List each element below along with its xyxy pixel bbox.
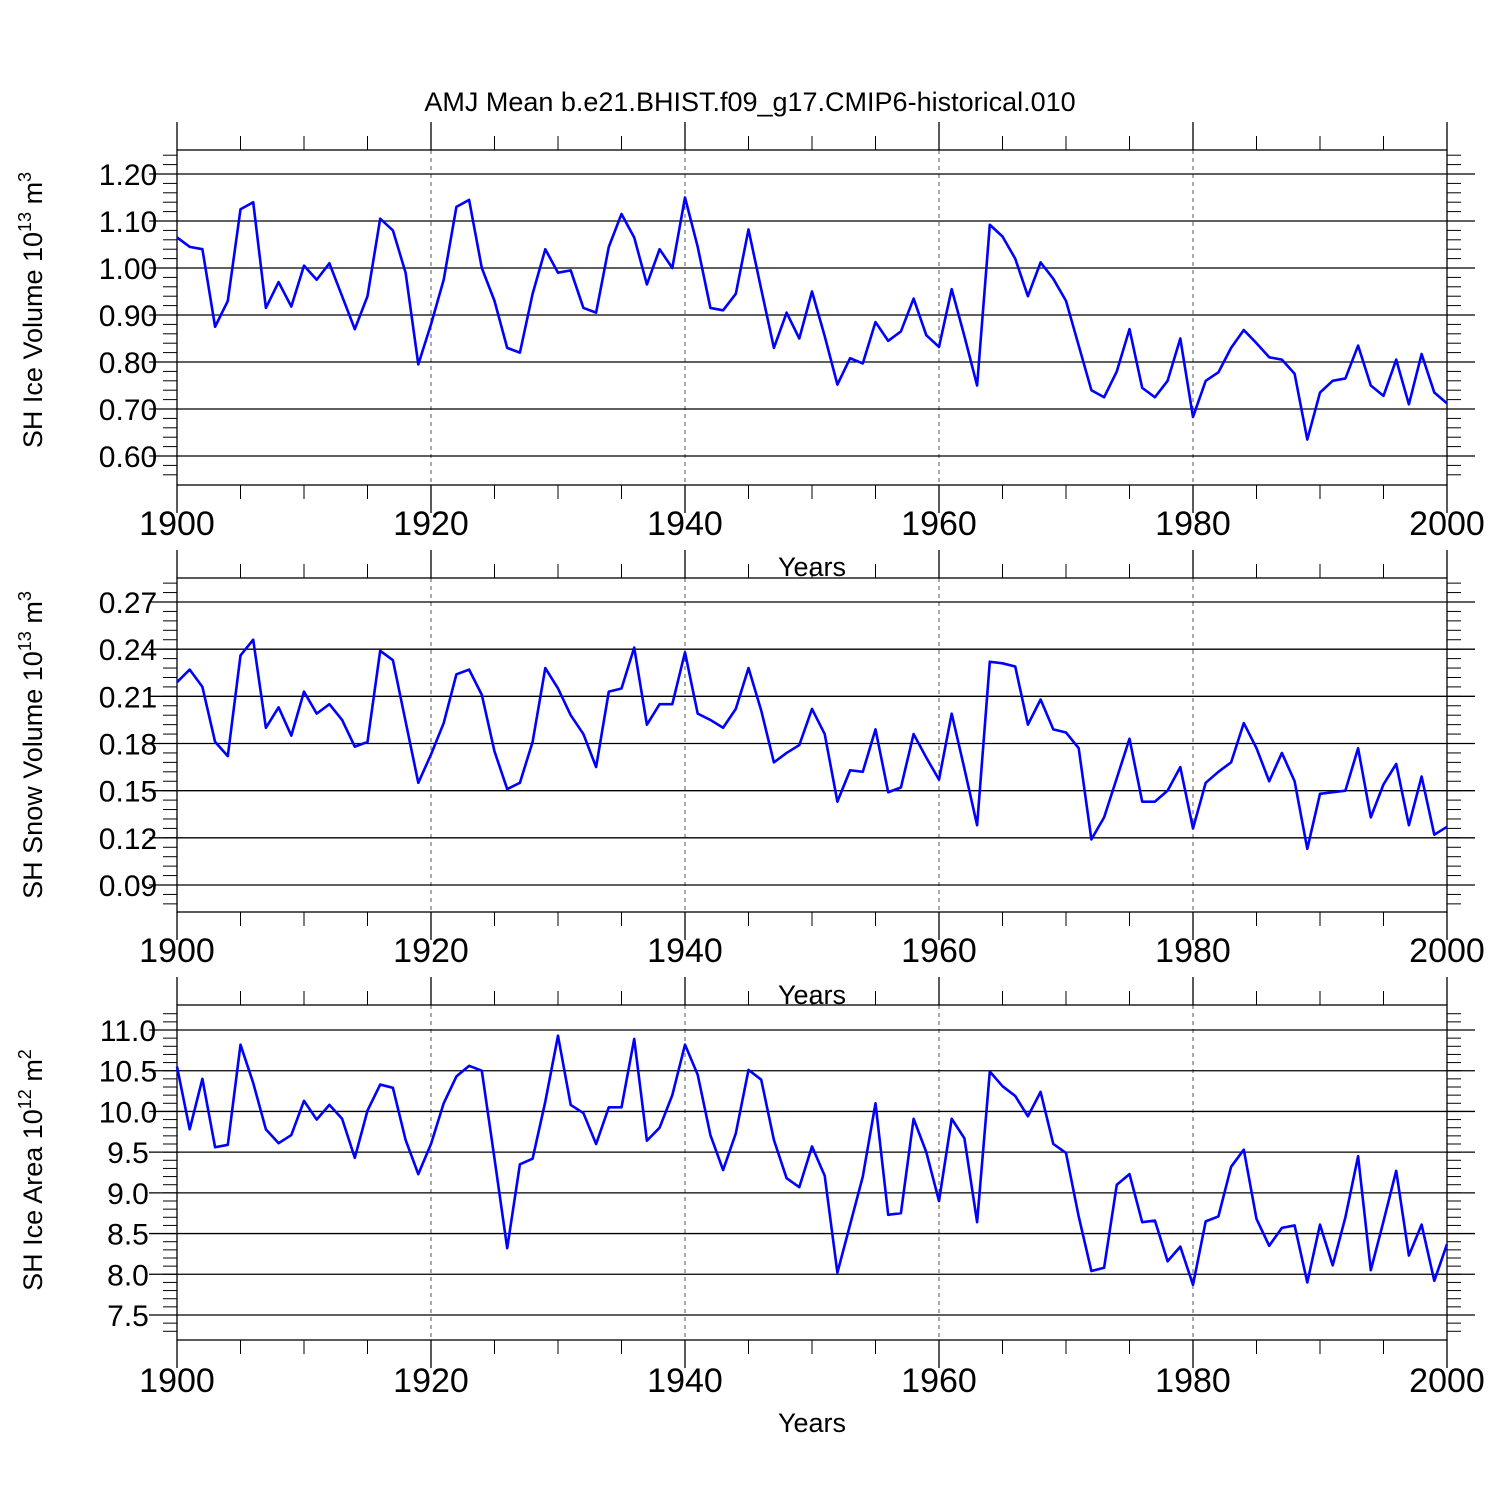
x-tick-label: 1900 xyxy=(139,505,215,543)
panel-1: 0.60 0.70 0.80 0.90 1.00 1.10 1.20 1900 1920 1940… xyxy=(15,122,1485,582)
x-tick-label: 1900 xyxy=(139,932,215,970)
y-tick-label: 10.5 xyxy=(99,1056,157,1089)
y-tick-label: 8.5 xyxy=(107,1219,149,1252)
y-tick-label: 0.18 xyxy=(99,729,157,762)
y-axis-label-text: SH Ice Volume 10 xyxy=(18,232,48,448)
x-tick-label: 1940 xyxy=(647,505,723,543)
x-tick-label: 1960 xyxy=(901,1362,977,1400)
y-axis-label-unit-exponent: 2 xyxy=(15,1049,35,1059)
x-tick-label: 1980 xyxy=(1155,932,1231,970)
y-axis-label: SH Ice Area 1012 m2 xyxy=(15,1049,48,1291)
y-tick-label: 0.70 xyxy=(99,394,157,427)
panel-3: 7.5 8.0 8.5 9.0 9.5 10.0 10.5 11.0 1900 1920 1940 1… xyxy=(15,977,1485,1438)
y-axis-label-exponent: 13 xyxy=(15,212,35,232)
y-tick-label: 9.0 xyxy=(107,1178,149,1211)
y-tick-label: 0.15 xyxy=(99,776,157,809)
y-axis-label-text: SH Ice Area 10 xyxy=(18,1109,48,1291)
x-tick-label: 1920 xyxy=(393,932,469,970)
y-axis-label-exponent: 13 xyxy=(15,631,35,651)
x-tick-label: 1940 xyxy=(647,932,723,970)
x-tick-label: 1940 xyxy=(647,1362,723,1400)
x-tick-label: 1980 xyxy=(1155,1362,1231,1400)
x-tick-label: 1960 xyxy=(901,932,977,970)
y-tick-label: 9.5 xyxy=(107,1137,149,1170)
y-axis-label: SH Ice Volume 1013 m3 xyxy=(15,172,48,448)
x-tick-label: 2000 xyxy=(1409,505,1485,543)
figure-title: AMJ Mean b.e21.BHIST.f09_g17.CMIP6-histo… xyxy=(424,87,1075,117)
y-axis-label-unit-exponent: 3 xyxy=(15,591,35,601)
x-tick-label: 2000 xyxy=(1409,932,1485,970)
series-line xyxy=(176,638,1448,851)
y-tick-label: 0.60 xyxy=(99,441,157,474)
y-axis-label-exponent: 12 xyxy=(15,1089,35,1109)
y-tick-label: 8.0 xyxy=(107,1259,149,1292)
y-axis-label-unit: m xyxy=(18,1059,48,1089)
y-tick-label: 0.12 xyxy=(99,823,157,856)
y-tick-label: 1.20 xyxy=(99,159,157,192)
series-line xyxy=(176,196,1448,441)
y-tick-label: 0.27 xyxy=(99,587,157,620)
y-axis-label-text: SH Snow Volume 10 xyxy=(18,651,48,899)
y-axis-label-unit: m xyxy=(18,601,48,631)
x-axis-label: Years xyxy=(778,1408,846,1438)
y-tick-label: 11.0 xyxy=(100,1015,156,1048)
x-tick-label: 1960 xyxy=(901,505,977,543)
x-tick-label: 2000 xyxy=(1409,1362,1485,1400)
y-tick-label: 0.90 xyxy=(99,300,157,333)
y-tick-label: 1.10 xyxy=(99,206,157,239)
y-tick-label: 0.09 xyxy=(99,870,157,903)
y-tick-label: 0.21 xyxy=(99,681,157,714)
x-tick-label: 1920 xyxy=(393,1362,469,1400)
y-axis-label: SH Snow Volume 1013 m3 xyxy=(15,591,48,899)
y-axis-label-unit: m xyxy=(18,182,48,212)
y-tick-label: 10.0 xyxy=(99,1096,157,1129)
y-axis-label-unit-exponent: 3 xyxy=(15,172,35,182)
x-tick-label: 1980 xyxy=(1155,505,1231,543)
plot-frame xyxy=(176,1004,1448,1341)
series-line xyxy=(175,1034,1449,1287)
y-tick-label: 7.5 xyxy=(107,1300,149,1333)
plot-frame xyxy=(176,149,1448,486)
panel-2: 0.09 0.12 0.15 0.18 0.21 0.24 0.27 1900 1920 1940… xyxy=(15,550,1485,1010)
y-tick-label: 1.00 xyxy=(99,253,157,286)
x-tick-label: 1900 xyxy=(139,1362,215,1400)
plot-frame xyxy=(176,577,1448,913)
y-tick-label: 0.80 xyxy=(99,347,157,380)
x-tick-label: 1920 xyxy=(393,505,469,543)
y-tick-label: 0.24 xyxy=(99,634,157,667)
